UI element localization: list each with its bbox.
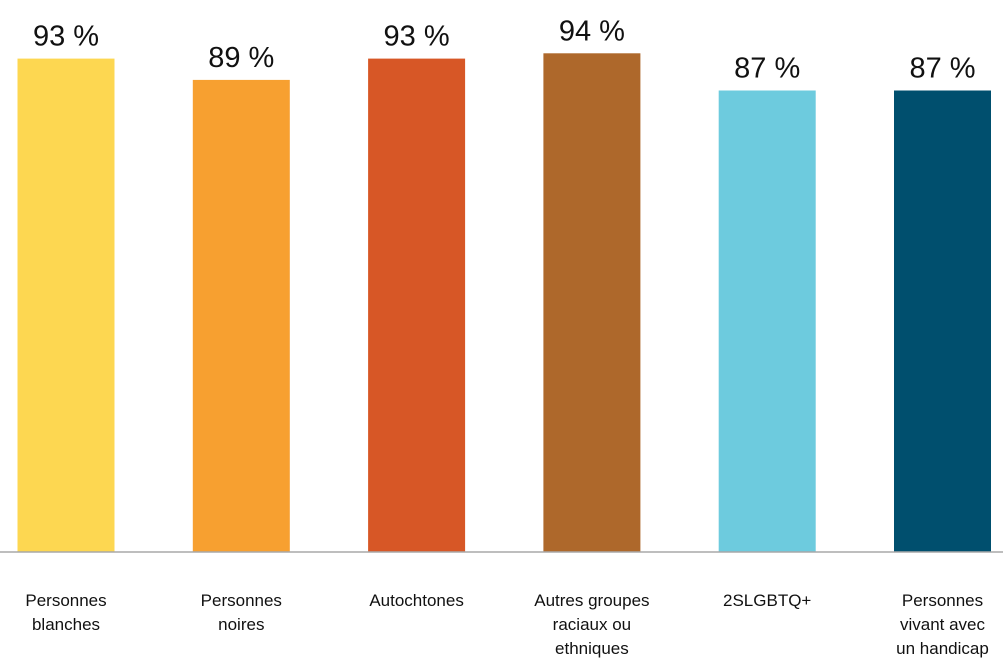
value-label-5: 87 % — [734, 53, 800, 85]
value-label-6: 87 % — [909, 53, 975, 85]
category-label-line: Personnes — [25, 591, 106, 610]
bar-6 — [894, 90, 991, 552]
value-label-3: 93 % — [384, 21, 450, 53]
category-label-line: blanches — [32, 615, 100, 634]
bar-3 — [368, 58, 466, 552]
bar-5 — [718, 90, 816, 552]
bar-2 — [192, 79, 290, 553]
category-label-4: Autres groupes raciaux ou ethniques — [534, 591, 649, 658]
category-label-line: Autres groupes — [534, 591, 649, 610]
category-labels-group: Personnes blanches Personnes noires Autochto… — [25, 591, 988, 658]
category-label-5: 2SLGBTQ+ — [723, 591, 811, 610]
category-label-line: un handicap — [896, 639, 989, 658]
value-label-4: 94 % — [559, 15, 625, 47]
category-label-line: Personnes — [902, 591, 983, 610]
category-label-6: Personnes vivant avec un handicap — [896, 591, 989, 658]
category-label-line: 2SLGBTQ+ — [723, 591, 811, 610]
bar-4 — [543, 53, 641, 553]
category-label-line: Personnes — [201, 591, 282, 610]
category-label-2: Personnes noires — [201, 591, 282, 634]
value-labels-group: 93 % 89 % 93 % 94 % 87 % 87 % — [33, 15, 976, 84]
value-label-1: 93 % — [33, 21, 99, 53]
category-label-line: ethniques — [555, 639, 629, 658]
category-label-1: Personnes blanches — [25, 591, 106, 634]
category-label-line: vivant avec — [900, 615, 986, 634]
value-label-2: 89 % — [208, 42, 274, 74]
bars-group — [17, 53, 991, 553]
category-label-line: raciaux ou — [553, 615, 631, 634]
category-label-3: Autochtones — [369, 591, 464, 610]
category-label-line: Autochtones — [369, 591, 464, 610]
category-label-line: noires — [218, 615, 264, 634]
bar-1 — [17, 58, 115, 552]
